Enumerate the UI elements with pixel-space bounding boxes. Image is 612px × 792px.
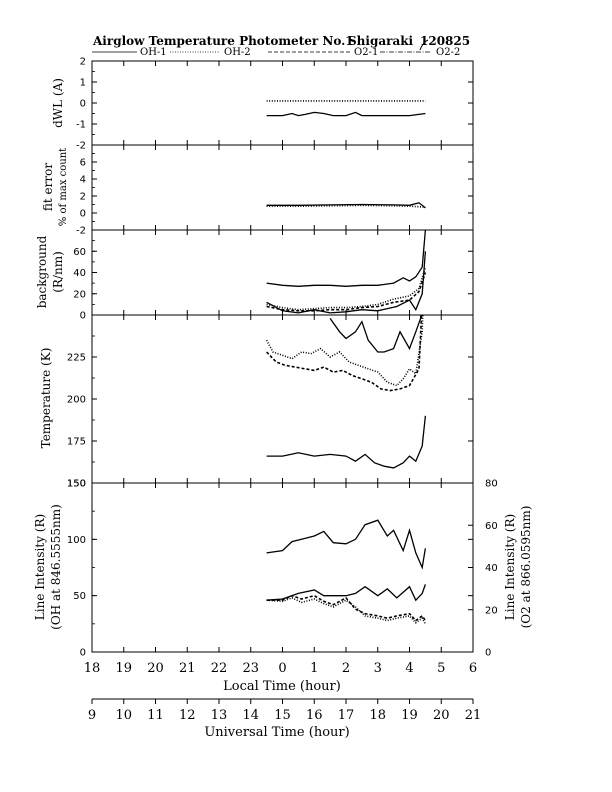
xlabel-local: Local Time (hour) bbox=[223, 679, 341, 694]
ytick-label-fit_error: -2 bbox=[76, 226, 86, 237]
ytick-label-background: 40 bbox=[73, 268, 86, 279]
xtick-label-local: 23 bbox=[242, 661, 259, 676]
ytick-label-background: 60 bbox=[73, 247, 86, 258]
ytick-label-dwl: 1 bbox=[80, 78, 86, 89]
xtick-label-universal: 15 bbox=[274, 708, 291, 723]
series-line_intensity-2 bbox=[266, 597, 427, 625]
series-background-2 bbox=[266, 272, 427, 312]
series-line_intensity-1 bbox=[266, 584, 427, 602]
y2tick-label-line_intensity: 20 bbox=[485, 605, 498, 616]
xtick-label-universal: 17 bbox=[338, 708, 355, 723]
xtick-label-universal: 11 bbox=[147, 708, 164, 723]
ytick-label-dwl: 2 bbox=[80, 57, 86, 68]
y2label2-line-intensity: (O2 at 866.0595nm) bbox=[519, 506, 533, 629]
header-mark bbox=[419, 39, 429, 51]
xtick-label-universal: 13 bbox=[211, 708, 228, 723]
series-temperature-3 bbox=[329, 315, 422, 353]
panel-frame-fit_error bbox=[91, 144, 474, 231]
series-background-1 bbox=[266, 266, 427, 311]
xtick-label-universal: 10 bbox=[115, 708, 132, 723]
ytick-label-dwl: -2 bbox=[76, 141, 86, 152]
ytick-label-background: 20 bbox=[73, 289, 86, 300]
y2tick-label-line_intensity: 40 bbox=[485, 563, 498, 574]
series-line_intensity-0 bbox=[266, 519, 427, 570]
ytick-label-temperature: 175 bbox=[67, 437, 86, 448]
ylabel-temperature: Temperature (K) bbox=[39, 348, 53, 449]
ytick-label-fit_error: 2 bbox=[80, 192, 86, 203]
series-fit_error-0 bbox=[266, 202, 426, 209]
xtick-label-local: 2 bbox=[342, 661, 350, 676]
xtick-label-local: 20 bbox=[147, 661, 164, 676]
xtick-label-universal: 18 bbox=[369, 708, 386, 723]
xtick-label-local: 1 bbox=[310, 661, 318, 676]
series-dwl-1 bbox=[266, 111, 426, 117]
ylabel2-background: (R/nm) bbox=[51, 251, 65, 293]
xtick-label-local: 18 bbox=[84, 661, 101, 676]
xtick-label-universal: 16 bbox=[306, 708, 323, 723]
ytick-label-fit_error: 4 bbox=[80, 175, 86, 186]
ylabel-line-intensity: Line Intensity (R) bbox=[33, 514, 47, 620]
ylabel-background: background bbox=[35, 235, 49, 308]
ytick-label-line_intensity: 100 bbox=[67, 535, 86, 546]
legend-o22: O2-2 bbox=[436, 47, 460, 58]
xtick-label-universal: 9 bbox=[88, 708, 96, 723]
xlabel-universal: Universal Time (hour) bbox=[204, 725, 349, 740]
ylabel-fit-error: fit error bbox=[41, 163, 55, 211]
xtick-label-local: 21 bbox=[179, 661, 196, 676]
xtick-label-local: 4 bbox=[405, 661, 413, 676]
xtick-label-universal: 19 bbox=[401, 708, 418, 723]
ytick-label-line_intensity: 0 bbox=[80, 648, 86, 659]
xtick-label-local: 5 bbox=[437, 661, 445, 676]
ytick-label-background: 0 bbox=[80, 311, 86, 322]
panel-frame-temperature bbox=[91, 314, 474, 484]
y2label-line-intensity: Line Intensity (R) bbox=[503, 514, 517, 620]
xtick-label-local: 6 bbox=[469, 661, 477, 676]
panel-frame-dwl bbox=[91, 60, 474, 146]
xtick-label-universal: 21 bbox=[465, 708, 482, 723]
panels: -2-1012-20246020406015017520022505010015… bbox=[67, 39, 498, 723]
series-background-3 bbox=[266, 251, 427, 314]
xtick-label-local: 3 bbox=[374, 661, 382, 676]
xtick-label-local: 0 bbox=[278, 661, 286, 676]
series-line_intensity-3 bbox=[266, 594, 427, 622]
ytick-label-fit_error: 0 bbox=[80, 209, 86, 220]
ylabel2-fit-error: % of max count bbox=[58, 148, 69, 226]
ytick-label-line_intensity: 50 bbox=[73, 591, 86, 602]
ytick-label-dwl: -1 bbox=[76, 120, 86, 131]
station-name: Shigaraki bbox=[348, 34, 414, 48]
ylabel2-line-intensity: (OH at 846.5555nm) bbox=[49, 504, 63, 630]
legend-oh1: OH-1 bbox=[140, 47, 167, 58]
xtick-label-universal: 14 bbox=[242, 708, 259, 723]
xtick-label-local: 19 bbox=[115, 661, 132, 676]
chart-title: Airglow Temperature Photometer No.1 bbox=[92, 34, 354, 48]
ytick-label-line_intensity: 150 bbox=[67, 479, 86, 490]
xtick-label-universal: 20 bbox=[433, 708, 450, 723]
y2tick-label-line_intensity: 0 bbox=[485, 648, 491, 659]
series-fit_error-1 bbox=[266, 204, 426, 208]
y2tick-label-line_intensity: 80 bbox=[485, 479, 498, 490]
legend: OH-1 OH-2 O2-1 O2-2 bbox=[92, 47, 460, 58]
ytick-label-temperature: 225 bbox=[67, 353, 86, 364]
legend-oh2: OH-2 bbox=[224, 47, 251, 58]
y2tick-label-line_intensity: 60 bbox=[485, 521, 498, 532]
date-label: 120825 bbox=[420, 34, 470, 48]
legend-o21: O2-1 bbox=[354, 47, 378, 58]
xtick-label-local: 22 bbox=[211, 661, 228, 676]
series-temperature-0 bbox=[266, 415, 427, 469]
panel-frame-background bbox=[91, 229, 474, 316]
ylabel-dwl: dWL (A) bbox=[51, 78, 65, 128]
ytick-label-fit_error: 6 bbox=[80, 158, 86, 169]
series-background-0 bbox=[266, 230, 427, 287]
ytick-label-temperature: 200 bbox=[67, 395, 86, 406]
panel-frame-line_intensity bbox=[91, 482, 474, 653]
ytick-label-temperature: 150 bbox=[67, 479, 86, 490]
xtick-label-universal: 12 bbox=[179, 708, 196, 723]
ytick-label-dwl: 0 bbox=[80, 99, 86, 110]
series-temperature-2 bbox=[266, 315, 423, 392]
